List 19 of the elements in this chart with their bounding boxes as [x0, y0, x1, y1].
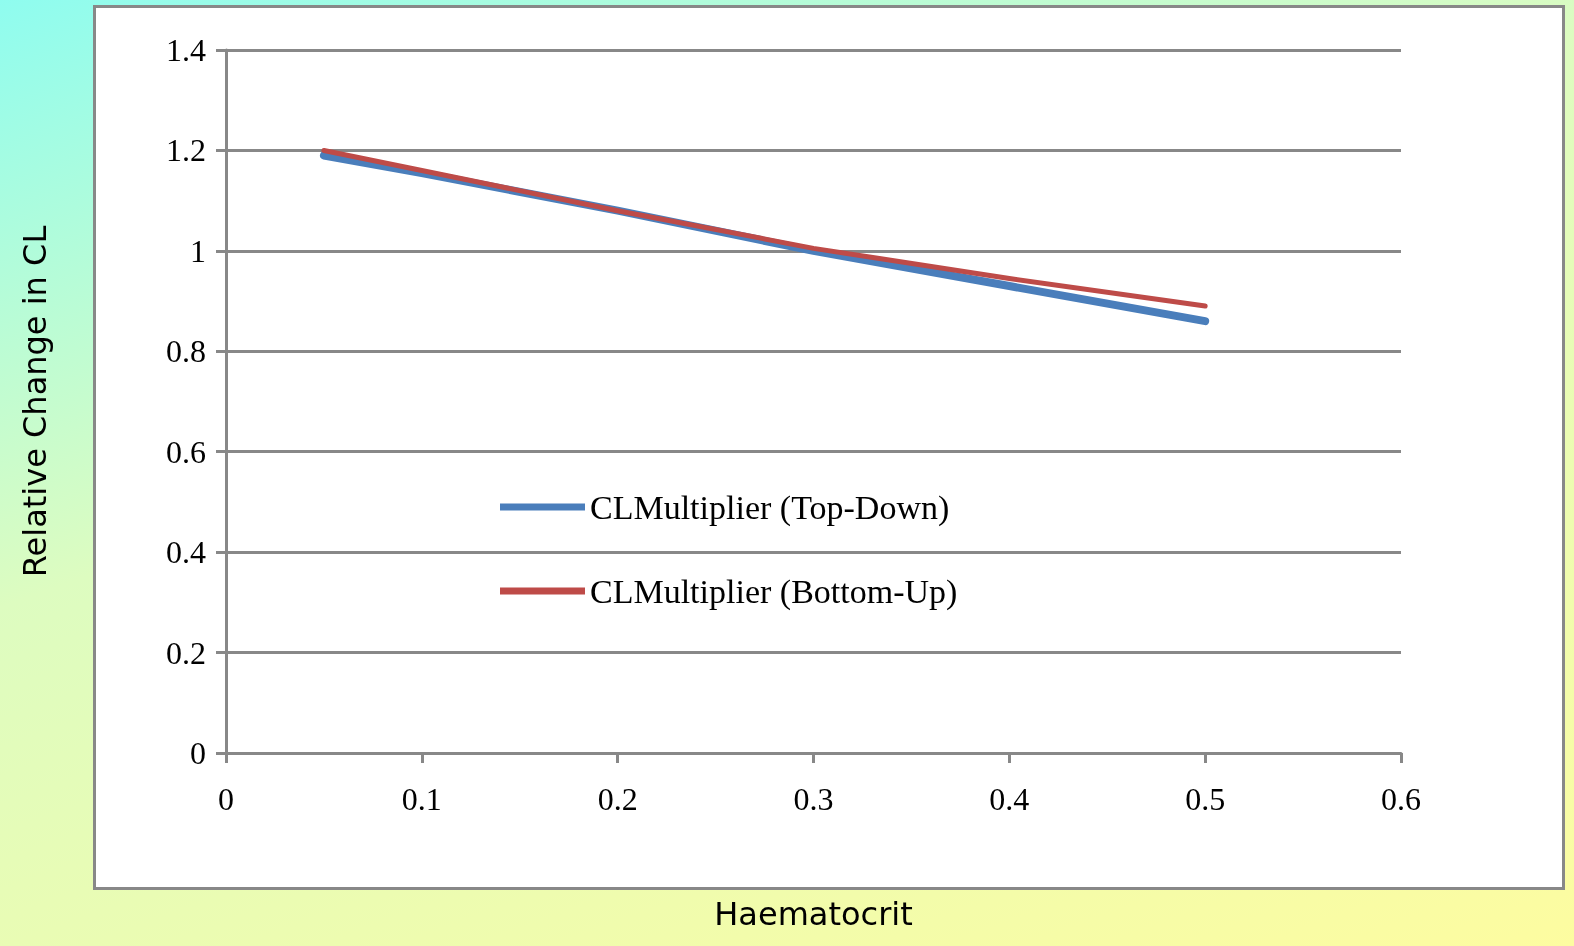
- y-tick-label: 1.2: [166, 132, 206, 169]
- x-tick-label: 0: [218, 781, 234, 817]
- x-tick-label: 0.6: [1381, 781, 1421, 817]
- y-tick-label: 0.4: [166, 534, 206, 571]
- x-tick-label: 0.5: [1185, 781, 1226, 817]
- y-tick-label: 1.4: [166, 32, 206, 68]
- y-axis-title: Relative Change in CL: [16, 225, 54, 578]
- y-tick-label: 0.8: [166, 333, 206, 370]
- x-tick-label: 0.3: [793, 781, 834, 817]
- legend-label: CLMultiplier (Top-Down): [590, 488, 950, 527]
- x-tick-label: 0.2: [597, 781, 638, 817]
- legend-label: CLMultiplier (Bottom-Up): [590, 572, 958, 611]
- x-tick-label: 0.4: [989, 781, 1030, 817]
- y-tick-label: 1: [190, 232, 206, 269]
- x-axis-title: Haematocrit: [714, 895, 913, 933]
- x-tick-label: 0.1: [401, 781, 442, 817]
- y-tick-label: 0.6: [166, 433, 206, 470]
- y-tick-label: 0.2: [166, 634, 206, 671]
- y-tick-label: 0: [190, 735, 206, 771]
